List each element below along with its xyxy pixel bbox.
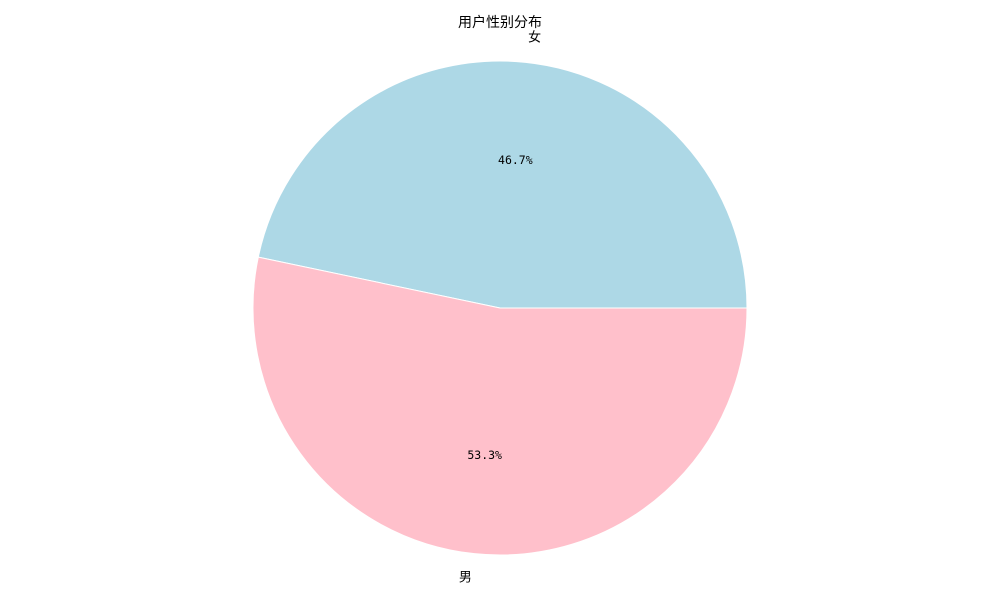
slice-category-label: 男: [459, 571, 472, 586]
slice-category-label: 女: [528, 29, 541, 45]
slice-percent-label: 46.7%: [498, 153, 533, 167]
pie-slice: [252, 256, 748, 556]
pie-slices: [252, 60, 748, 556]
pie-slice: [257, 60, 748, 309]
chart-title: 用户性别分布: [458, 14, 542, 31]
pie-labels: 女 46.7% 男 53.3%: [459, 29, 541, 585]
slice-percent-label: 53.3%: [467, 448, 502, 462]
